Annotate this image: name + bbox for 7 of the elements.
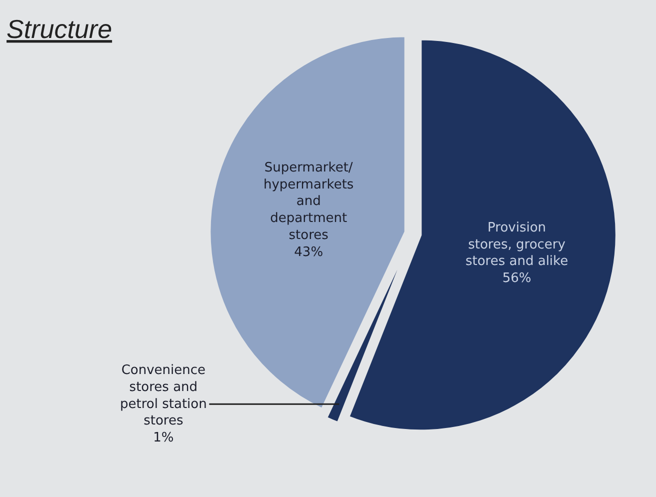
- chart-title: Structure: [6, 14, 112, 44]
- data-label: 1%: [153, 430, 174, 446]
- slice-label: Convenience stores and petrol station stores: [120, 363, 207, 429]
- slice-label: Supermarket/ hypermarkets and department stores: [264, 160, 354, 244]
- data-label: 56%: [502, 271, 532, 286]
- data-label: 43%: [294, 244, 324, 260]
- slice-label: Provision stores, grocery stores and alike: [465, 220, 568, 270]
